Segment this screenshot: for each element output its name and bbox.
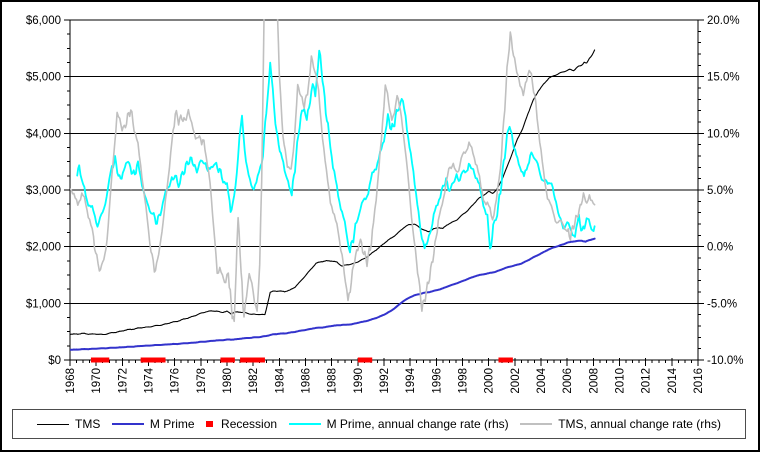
svg-text:20.0%: 20.0% — [707, 15, 740, 27]
svg-text:0.0%: 0.0% — [707, 242, 733, 254]
svg-text:1996: 1996 — [431, 368, 443, 394]
svg-text:1978: 1978 — [196, 368, 208, 394]
legend-item-tms-rate: TMS, annual change rate (rhs) — [520, 418, 721, 430]
svg-text:5.0%: 5.0% — [707, 185, 733, 197]
recession-square-swatch — [206, 421, 214, 427]
svg-text:$6,000: $6,000 — [26, 15, 61, 27]
svg-text:1984: 1984 — [274, 367, 286, 393]
svg-text:1998: 1998 — [458, 368, 470, 394]
svg-text:$2,000: $2,000 — [26, 242, 61, 254]
legend-item-tms: TMS — [37, 418, 100, 430]
svg-text:1974: 1974 — [144, 367, 156, 393]
svg-text:1968: 1968 — [65, 368, 77, 394]
svg-text:2002: 2002 — [510, 368, 522, 394]
svg-text:2010: 2010 — [615, 368, 627, 394]
svg-text:1972: 1972 — [117, 368, 129, 394]
svg-text:1988: 1988 — [327, 368, 339, 394]
svg-text:$0: $0 — [48, 355, 61, 367]
legend-label-m-prime-rate: M Prime, annual change rate (rhs) — [326, 417, 509, 431]
legend-label-recession: Recession — [221, 417, 278, 431]
legend-label-m-prime: M Prime — [149, 417, 195, 431]
svg-text:-5.0%: -5.0% — [707, 298, 737, 310]
svg-text:1990: 1990 — [353, 368, 365, 394]
legend-item-recession: Recession — [206, 418, 277, 430]
legend-label-tms-rate: TMS, annual change rate (rhs) — [558, 417, 721, 431]
svg-text:$3,000: $3,000 — [26, 185, 61, 197]
chart-legend: TMS M Prime Recession M Prime, annual ch… — [12, 409, 746, 439]
svg-text:1992: 1992 — [379, 368, 391, 394]
svg-text:2014: 2014 — [667, 367, 679, 393]
svg-text:2008: 2008 — [588, 368, 600, 394]
svg-text:1986: 1986 — [301, 368, 313, 394]
legend-item-m-prime: M Prime — [111, 417, 195, 431]
svg-text:$4,000: $4,000 — [26, 128, 61, 140]
svg-text:2004: 2004 — [536, 367, 548, 393]
svg-text:1976: 1976 — [170, 368, 182, 394]
svg-text:1970: 1970 — [91, 368, 103, 394]
svg-text:2016: 2016 — [693, 368, 705, 394]
svg-text:15.0%: 15.0% — [707, 72, 740, 84]
tms-rate-line-swatch — [520, 423, 553, 425]
legend-item-m-prime-rate: M Prime, annual change rate (rhs) — [288, 417, 509, 431]
legend-label-tms: TMS — [75, 417, 101, 431]
money-supply-line-chart: $6,000 $5,000 $4,000 $3,000 $2,000 $1,000 $0 20… — [26, 15, 744, 394]
svg-text:1982: 1982 — [248, 368, 260, 394]
m-prime-rate-line-swatch — [288, 423, 321, 425]
svg-text:2006: 2006 — [562, 368, 574, 394]
svg-text:2012: 2012 — [641, 368, 653, 394]
svg-text:2000: 2000 — [484, 368, 496, 394]
m-prime-line-swatch — [111, 423, 144, 425]
svg-text:10.0%: 10.0% — [707, 128, 740, 140]
tms-line-swatch — [37, 423, 69, 425]
svg-text:$5,000: $5,000 — [26, 72, 61, 84]
svg-text:1980: 1980 — [222, 368, 234, 394]
svg-text:$1,000: $1,000 — [26, 298, 61, 310]
svg-text:-10.0%: -10.0% — [707, 355, 743, 367]
svg-text:1994: 1994 — [405, 367, 417, 393]
